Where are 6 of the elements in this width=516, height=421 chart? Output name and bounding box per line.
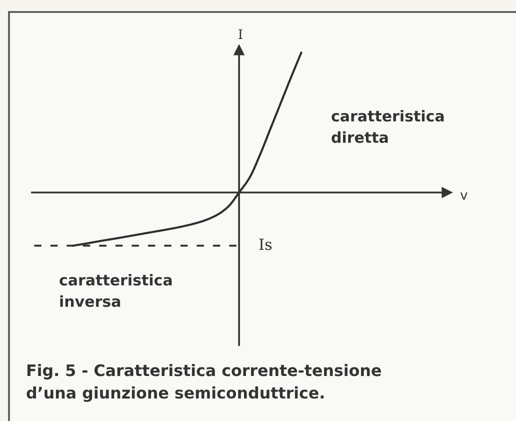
text: caratteristica inversa: [60, 274, 172, 307]
caption: Fig. 5 - Caratteristica corrente-tensione d’una giunzione semiconduttrice.: [26, 364, 381, 402]
y-axis-title: I: [238, 29, 242, 39]
ref-line-label: Is: [259, 238, 272, 250]
text: caratteristica diretta: [332, 110, 444, 143]
text: v: [460, 192, 468, 200]
